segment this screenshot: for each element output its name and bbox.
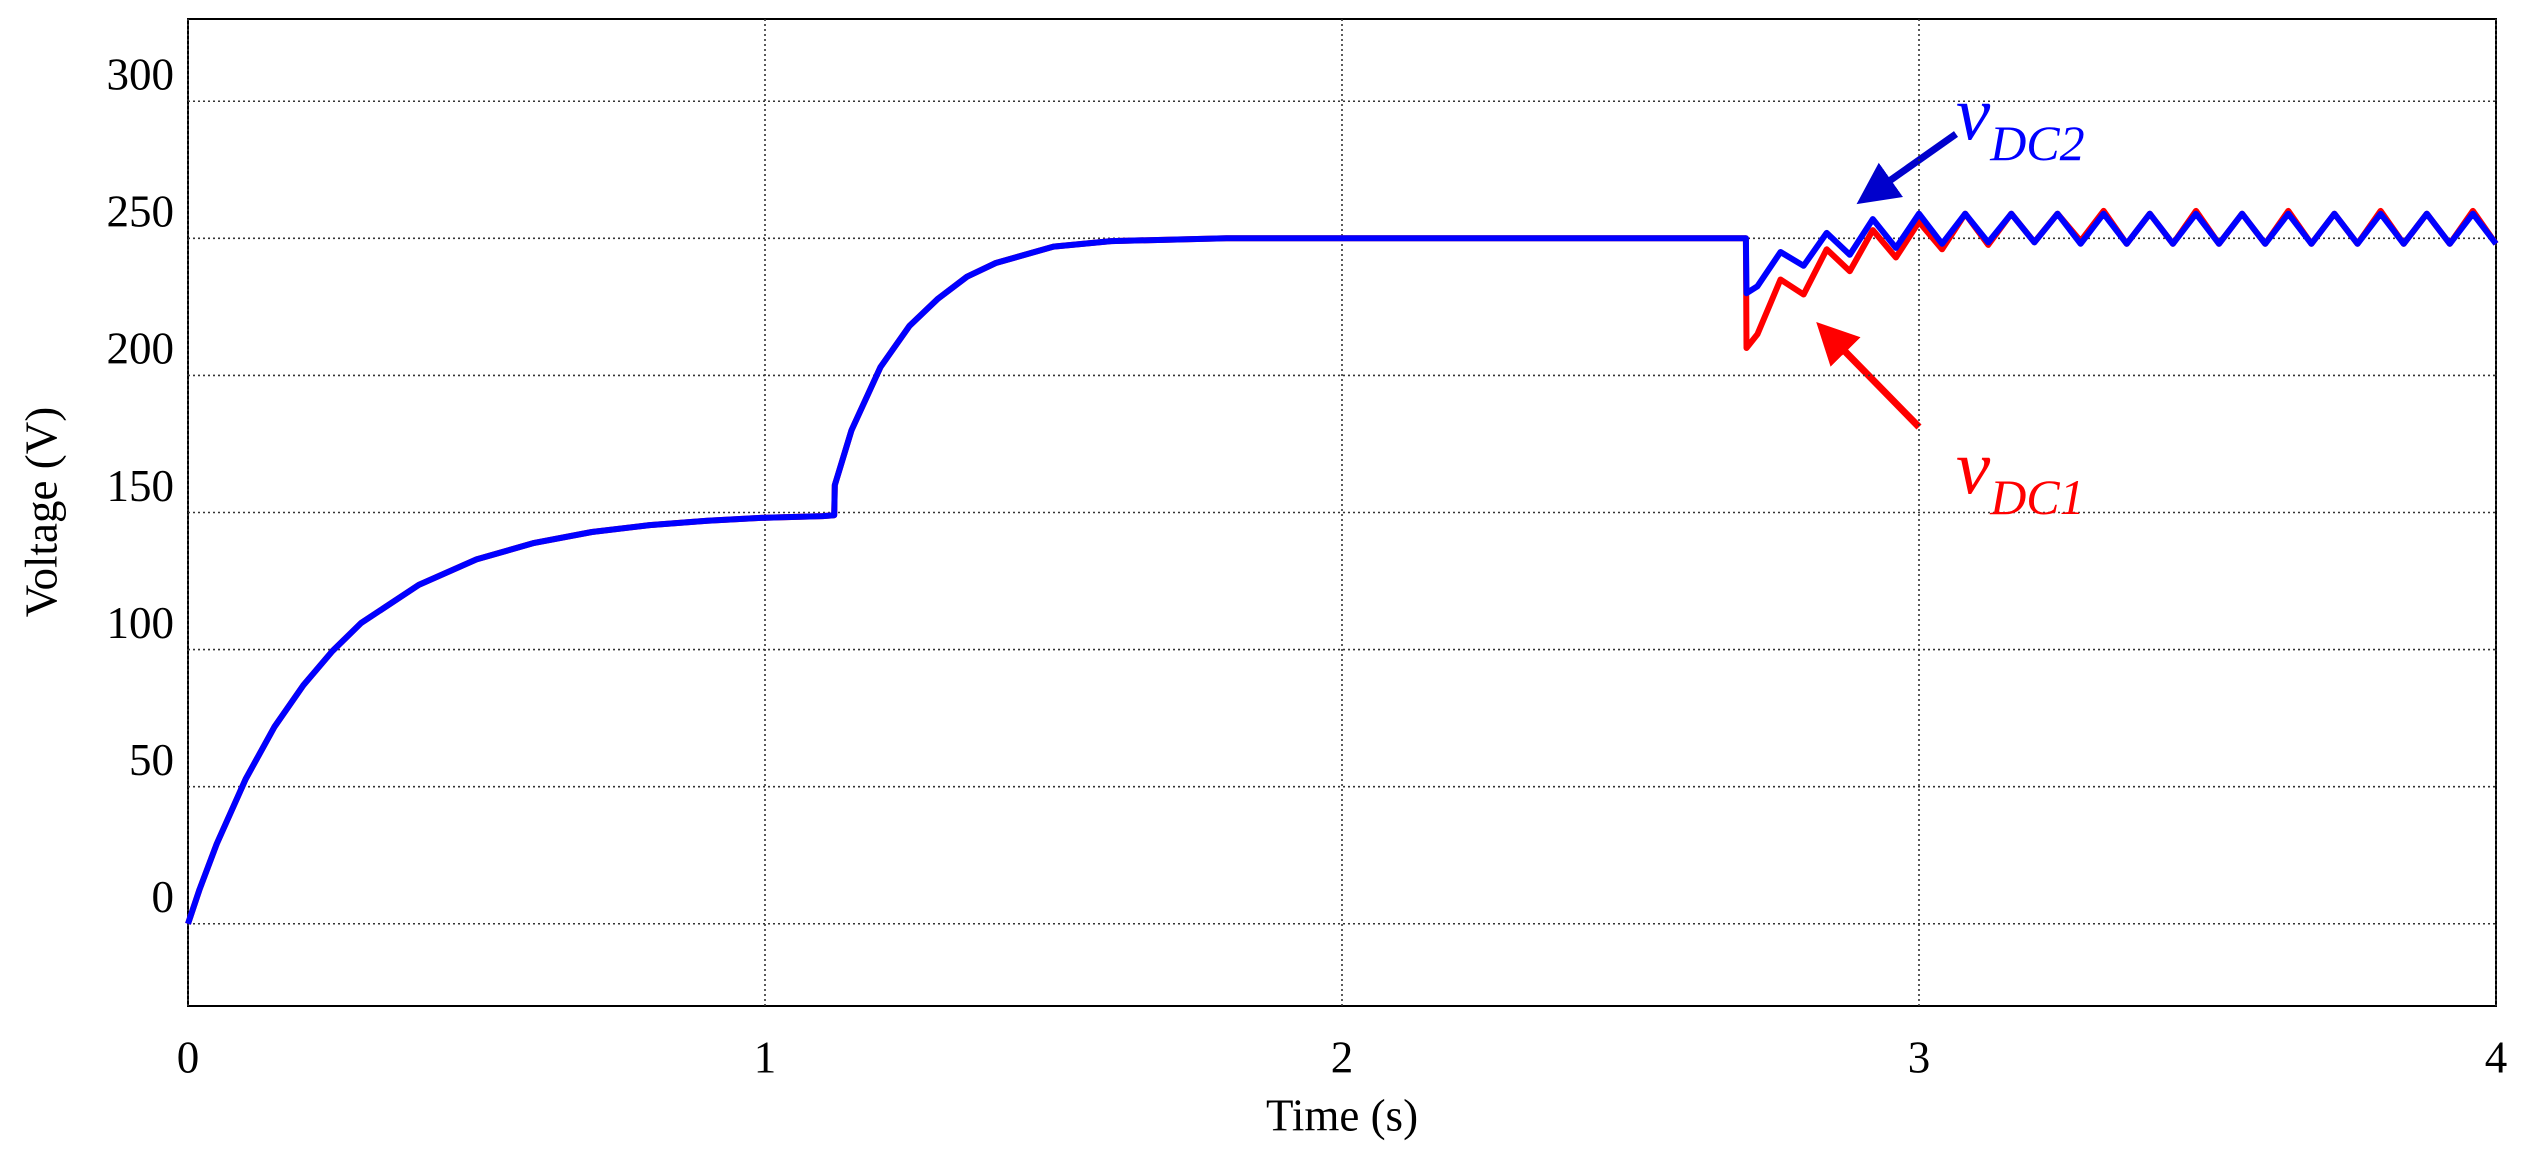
series-line — [185, 207, 2499, 925]
annotation-arrow — [1816, 321, 1922, 430]
x-axis-label: Time (s) — [1266, 1090, 1418, 1140]
y-tick-label: 0 — [152, 872, 175, 922]
series-line — [185, 210, 2499, 925]
series-name: v — [1956, 424, 1991, 510]
annotation-arrow — [1856, 131, 1959, 205]
series-label: vDC2 — [1956, 70, 2085, 172]
series-label: vDC1 — [1956, 424, 2085, 526]
y-tick-label: 150 — [107, 461, 175, 511]
y-tick-label: 300 — [107, 50, 175, 100]
x-tick-label: 4 — [2485, 1032, 2508, 1082]
y-axis-label: Voltage (V) — [16, 407, 66, 617]
series-subscript: DC2 — [1989, 115, 2084, 171]
x-tick-label: 2 — [1331, 1032, 1354, 1082]
y-tick-label: 200 — [107, 324, 175, 374]
x-tick-label: 1 — [754, 1032, 777, 1082]
y-tick-label: 100 — [107, 598, 175, 648]
y-tick-label: 50 — [129, 735, 174, 785]
y-tick-label: 250 — [107, 187, 175, 237]
series-subscript: DC1 — [1989, 469, 2084, 525]
x-tick-label: 3 — [1908, 1032, 1931, 1082]
series-name: v — [1956, 70, 1991, 156]
x-tick-label: 0 — [177, 1032, 200, 1082]
